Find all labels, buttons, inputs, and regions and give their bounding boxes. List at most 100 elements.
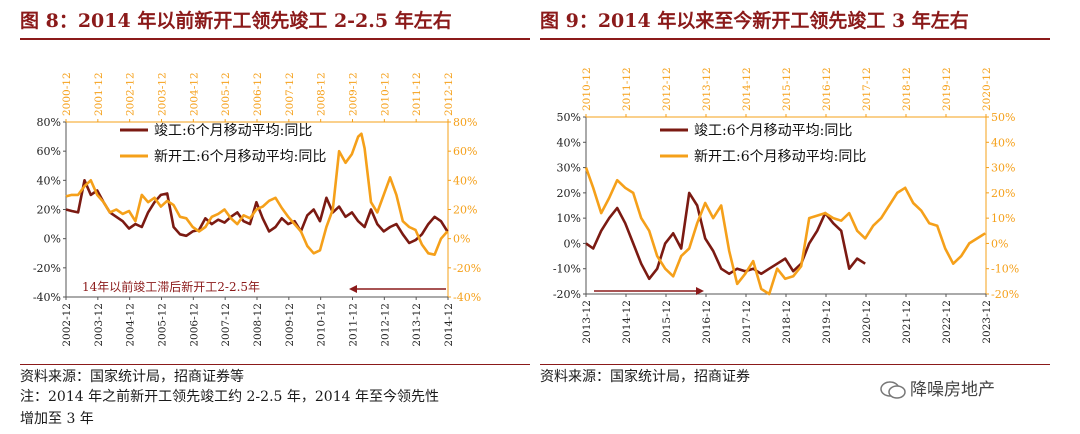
fig9-x-bottom-tick-label: 2018-12 (781, 300, 793, 344)
fig8-y-right-tick-label: 60% (453, 145, 477, 158)
fig8-y-right-tick-label: -20% (453, 262, 481, 275)
fig8-x-top-tick-label: 2001-12 (93, 72, 105, 116)
fig9-x-top-tick-label: 2020-12 (981, 67, 993, 111)
fig9-x-bottom-tick-label: 2021-12 (901, 300, 913, 344)
fig8-y-right-tick-label: -40% (453, 291, 481, 304)
figure-8-title: 图 8：2014 年以前新开工领先竣工 2-2.5 年左右 (20, 10, 452, 32)
fig9-newstart-series-line (584, 167, 986, 296)
fig8-x-top-tick-label: 2010-12 (379, 72, 391, 116)
fig8-x-bottom-tick-label: 2009-12 (284, 303, 296, 347)
fig9-y-left-tick-label: 50% (557, 111, 581, 124)
fig9-lead-arrow-head (696, 287, 704, 295)
fig9-x-top-tick-label: 2016-12 (821, 67, 833, 111)
fig8-x-top-tick-label: 2007-12 (284, 72, 296, 116)
figure-9-panel: 图 9：2014 年以来至今新开工领先竣工 3 年左右 50% 40% 30% 20%… (540, 0, 1060, 434)
fig9-legend-label: 新开工:6个月移动平均:同比 (694, 149, 866, 165)
figure-8-bottom-rule (20, 364, 530, 365)
figure-9-bottom-rule (540, 364, 1050, 365)
fig9-y-right-tick-label: -10% (991, 263, 1019, 276)
fig8-x-top-tick-label: 2002-12 (125, 72, 137, 116)
figure-8-chart: 80% 60% 40% 20% 0% -20% -40% 80% 60% 40% 20% 0% -20%… (33, 72, 481, 347)
fig8-y-left-tick-label: 0% (44, 233, 61, 246)
fig9-x-top-tick-label: 2012-12 (661, 67, 673, 111)
fig8-y-left-tick-label: -20% (33, 262, 61, 275)
fig8-y-left-tick-label: 80% (37, 116, 61, 129)
fig9-x-bottom-tick-label: 2013-12 (581, 300, 593, 344)
fig8-x-top-tick-label: 2003-12 (157, 72, 169, 116)
fig8-x-bottom-tick-label: 2012-12 (379, 303, 391, 347)
fig9-x-top-tick-label: 2017-12 (861, 67, 873, 111)
fig8-y-left-tick-label: 20% (37, 204, 61, 217)
fig8-x-bottom-tick-label: 2003-12 (93, 303, 105, 347)
fig9-y-right-tick-label: 50% (991, 111, 1015, 124)
fig9-x-top-tick-label: 2015-12 (781, 67, 793, 111)
fig9-x-top-tick-label: 2010-12 (581, 67, 593, 111)
fig8-x-bottom-tick-label: 2008-12 (252, 303, 264, 347)
fig8-x-bottom-tick-label: 2013-12 (411, 303, 423, 347)
fig9-x-top-tick-label: 2011-12 (621, 67, 633, 111)
fig9-x-top-tick-label: 2018-12 (901, 67, 913, 111)
fig8-x-top-tick-label: 2000-12 (61, 72, 73, 116)
fig9-x-top-tick-label: 2013-12 (701, 67, 713, 111)
fig9-y-right-tick-label: 40% (991, 136, 1015, 149)
fig8-y-right-tick-label: 20% (453, 204, 477, 217)
fig9-x-bottom-tick-label: 2020-12 (861, 300, 873, 344)
fig8-y-right-tick-label: 40% (453, 174, 477, 187)
fig8-annotation-text: 14年以前竣工滞后新开工2-2.5年 (82, 279, 260, 294)
fig9-x-bottom-tick-label: 2019-12 (821, 300, 833, 344)
fig8-legend-label: 新开工:6个月移动平均:同比 (154, 149, 326, 165)
fig9-y-left-tick-label: 0% (564, 237, 581, 250)
fig8-x-top-tick-label: 2012-12 (443, 72, 455, 116)
fig9-y-left-tick-label: -10% (553, 263, 581, 276)
fig8-y-left-tick-label: -40% (33, 291, 61, 304)
fig8-x-top-tick-label: 2006-12 (252, 72, 264, 116)
fig9-completion-series-line (585, 191, 866, 281)
figure-8-panel: 图 8：2014 年以前新开工领先竣工 2-2.5 年左右 80% 60% 40% 2… (20, 0, 540, 434)
fig8-x-bottom-tick-label: 2010-12 (316, 303, 328, 347)
fig8-x-bottom-tick-label: 2011-12 (348, 303, 360, 347)
fig9-y-left-tick-label: -20% (553, 288, 581, 301)
fig8-x-bottom-tick-label: 2007-12 (220, 303, 232, 347)
fig9-x-top-tick-label: 2019-12 (941, 67, 953, 111)
fig9-y-right-tick-label: 20% (991, 187, 1015, 200)
fig8-x-top-tick-label: 2009-12 (348, 72, 360, 116)
watermark: 降噪房地产 (880, 375, 995, 400)
fig9-y-right-tick-label: -20% (991, 288, 1019, 301)
fig9-y-left-tick-label: 20% (557, 187, 581, 200)
fig9-y-left-tick-label: 40% (557, 136, 581, 149)
figure-9-title: 图 9：2014 年以来至今新开工领先竣工 3 年左右 (540, 10, 969, 32)
figure-9-chart: 50% 40% 30% 20% 10% 0% -10% -20% 50% 40% 30% 20% 10%… (553, 67, 1019, 344)
fig9-y-right-tick-label: 0% (991, 237, 1008, 250)
fig8-x-top-tick-label: 2011-12 (411, 72, 423, 116)
fig8-completion-series-line (65, 179, 449, 245)
fig8-y-left-tick-label: 40% (37, 174, 61, 187)
fig8-y-right-tick-label: 80% (453, 116, 477, 129)
figure-9-source: 资料来源：国家统计局，招商证券 (540, 369, 750, 385)
fig9-y-left-tick-label: 10% (557, 212, 581, 225)
figure-8-note-line-2: 增加至 3 年 (20, 411, 94, 427)
figure-8-note-line-1: 注：2014 年之前新开工领先竣工约 2-2.5 年，2014 年至今领先性 (20, 389, 439, 405)
fig8-x-top-tick-label: 2008-12 (316, 72, 328, 116)
fig9-legend-label: 竣工:6个月移动平均:同比 (694, 123, 852, 139)
figure-9-title-rule (540, 38, 1050, 40)
fig8-x-bottom-tick-label: 2004-12 (125, 303, 137, 347)
fig9-x-top-tick-label: 2014-12 (741, 67, 753, 111)
fig9-x-bottom-tick-label: 2014-12 (621, 300, 633, 344)
fig8-x-top-tick-label: 2004-12 (188, 72, 200, 116)
wechat-icon (880, 381, 906, 399)
fig8-x-bottom-tick-label: 2002-12 (61, 303, 73, 347)
fig9-y-right-tick-label: 10% (991, 212, 1015, 225)
fig8-y-right-tick-label: 0% (453, 233, 470, 246)
fig9-x-bottom-tick-label: 2015-12 (661, 300, 673, 344)
fig8-x-bottom-tick-label: 2006-12 (188, 303, 200, 347)
fig9-x-bottom-tick-label: 2016-12 (701, 300, 713, 344)
fig9-x-bottom-tick-label: 2023-12 (981, 300, 993, 344)
fig9-y-left-tick-label: 30% (557, 162, 581, 175)
fig9-y-right-tick-label: 30% (991, 162, 1015, 175)
fig8-y-left-tick-label: 60% (37, 145, 61, 158)
figure-8-source: 资料来源：国家统计局，招商证券等 (20, 369, 244, 385)
fig8-x-top-tick-label: 2005-12 (220, 72, 232, 116)
fig8-legend-label: 竣工:6个月移动平均:同比 (154, 123, 312, 139)
fig8-x-bottom-tick-label: 2014-12 (443, 303, 455, 347)
fig8-newstart-series-line (65, 132, 449, 256)
